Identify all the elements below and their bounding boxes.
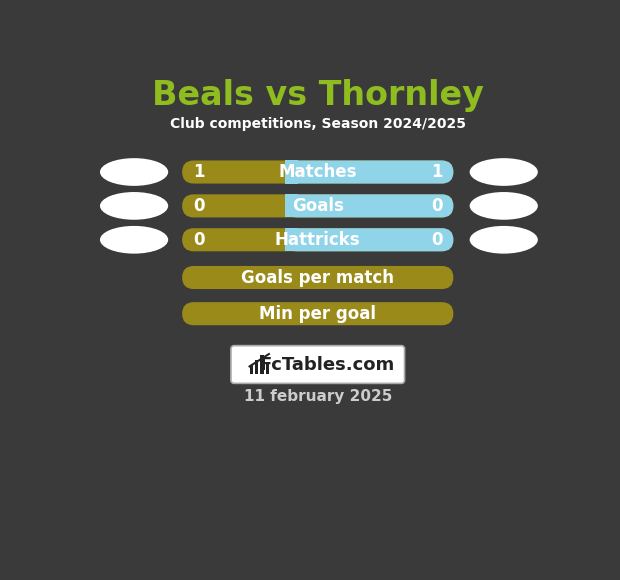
Text: Beals vs Thornley: Beals vs Thornley <box>152 79 484 113</box>
FancyBboxPatch shape <box>285 161 453 183</box>
Text: 0: 0 <box>193 197 205 215</box>
Text: Club competitions, Season 2024/2025: Club competitions, Season 2024/2025 <box>170 117 466 130</box>
Text: 1: 1 <box>431 163 443 181</box>
Text: FcTables.com: FcTables.com <box>259 356 395 374</box>
FancyBboxPatch shape <box>182 161 453 183</box>
Text: Hattricks: Hattricks <box>275 231 361 249</box>
Bar <box>255 360 258 374</box>
Text: Goals: Goals <box>292 197 343 215</box>
Text: 0: 0 <box>431 231 443 249</box>
Bar <box>260 355 264 374</box>
Ellipse shape <box>470 226 538 253</box>
Text: 0: 0 <box>431 197 443 215</box>
FancyBboxPatch shape <box>182 228 453 251</box>
FancyBboxPatch shape <box>285 228 453 251</box>
Text: 1: 1 <box>193 163 205 181</box>
Text: Min per goal: Min per goal <box>259 304 376 322</box>
Ellipse shape <box>100 158 168 186</box>
Bar <box>285 228 298 251</box>
Bar <box>285 194 298 218</box>
Text: Matches: Matches <box>278 163 357 181</box>
Ellipse shape <box>470 158 538 186</box>
FancyBboxPatch shape <box>182 194 453 218</box>
Text: Goals per match: Goals per match <box>241 269 394 287</box>
FancyBboxPatch shape <box>182 302 453 325</box>
FancyBboxPatch shape <box>285 194 453 218</box>
Ellipse shape <box>470 192 538 220</box>
Bar <box>266 362 269 374</box>
Text: 0: 0 <box>193 231 205 249</box>
Bar <box>285 161 298 183</box>
Ellipse shape <box>100 192 168 220</box>
FancyBboxPatch shape <box>231 346 404 383</box>
Bar <box>249 365 253 374</box>
Text: 11 february 2025: 11 february 2025 <box>244 389 392 404</box>
FancyBboxPatch shape <box>182 266 453 289</box>
Ellipse shape <box>100 226 168 253</box>
